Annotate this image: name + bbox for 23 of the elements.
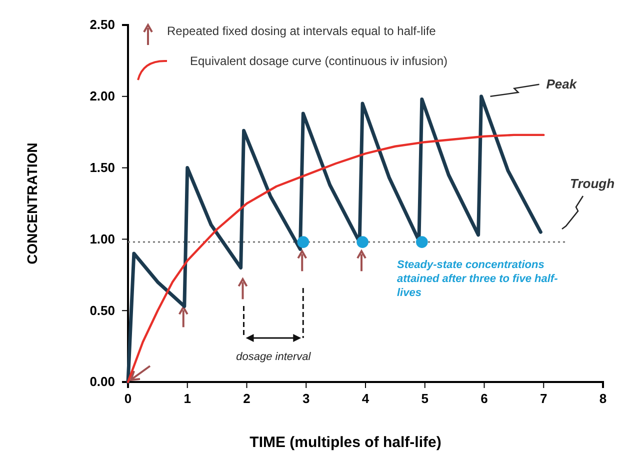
x-tick-label: 2 (243, 391, 250, 406)
y-tick-label: 2.50 (90, 17, 115, 32)
x-tick-label: 6 (480, 391, 488, 406)
x-tick-label: 4 (362, 391, 370, 406)
x-tick-label: 8 (599, 391, 607, 406)
x-tick-label: 1 (184, 391, 191, 406)
annotation: dosage interval (236, 351, 312, 363)
annotation: Trough (570, 176, 615, 191)
y-tick-label: 0.00 (90, 374, 115, 390)
annotation: Repeated fixed dosing at intervals equal to half-life (167, 24, 436, 38)
y-tick-label: 2.00 (90, 88, 115, 104)
annotation: Peak (546, 76, 578, 92)
y-axis-title: CONCENTRATION (24, 142, 40, 264)
y-tick-label: 0.50 (90, 302, 115, 318)
x-tick-label: 0 (124, 391, 132, 406)
text: Equivalent dosage curve (continuous iv infusion) (190, 54, 448, 68)
annotation: Steady-state concentrations attained after three to five half- lives (397, 259, 558, 299)
x-tick-label: 3 (302, 391, 310, 406)
x-tick-label: 7 (540, 391, 548, 406)
x-tick-label: 5 (421, 391, 428, 406)
y-tick-label: 1.50 (90, 160, 115, 175)
y-tick-label: 1.00 (90, 231, 115, 246)
x-axis-title: TIME (multiples of half-life) (250, 434, 442, 451)
